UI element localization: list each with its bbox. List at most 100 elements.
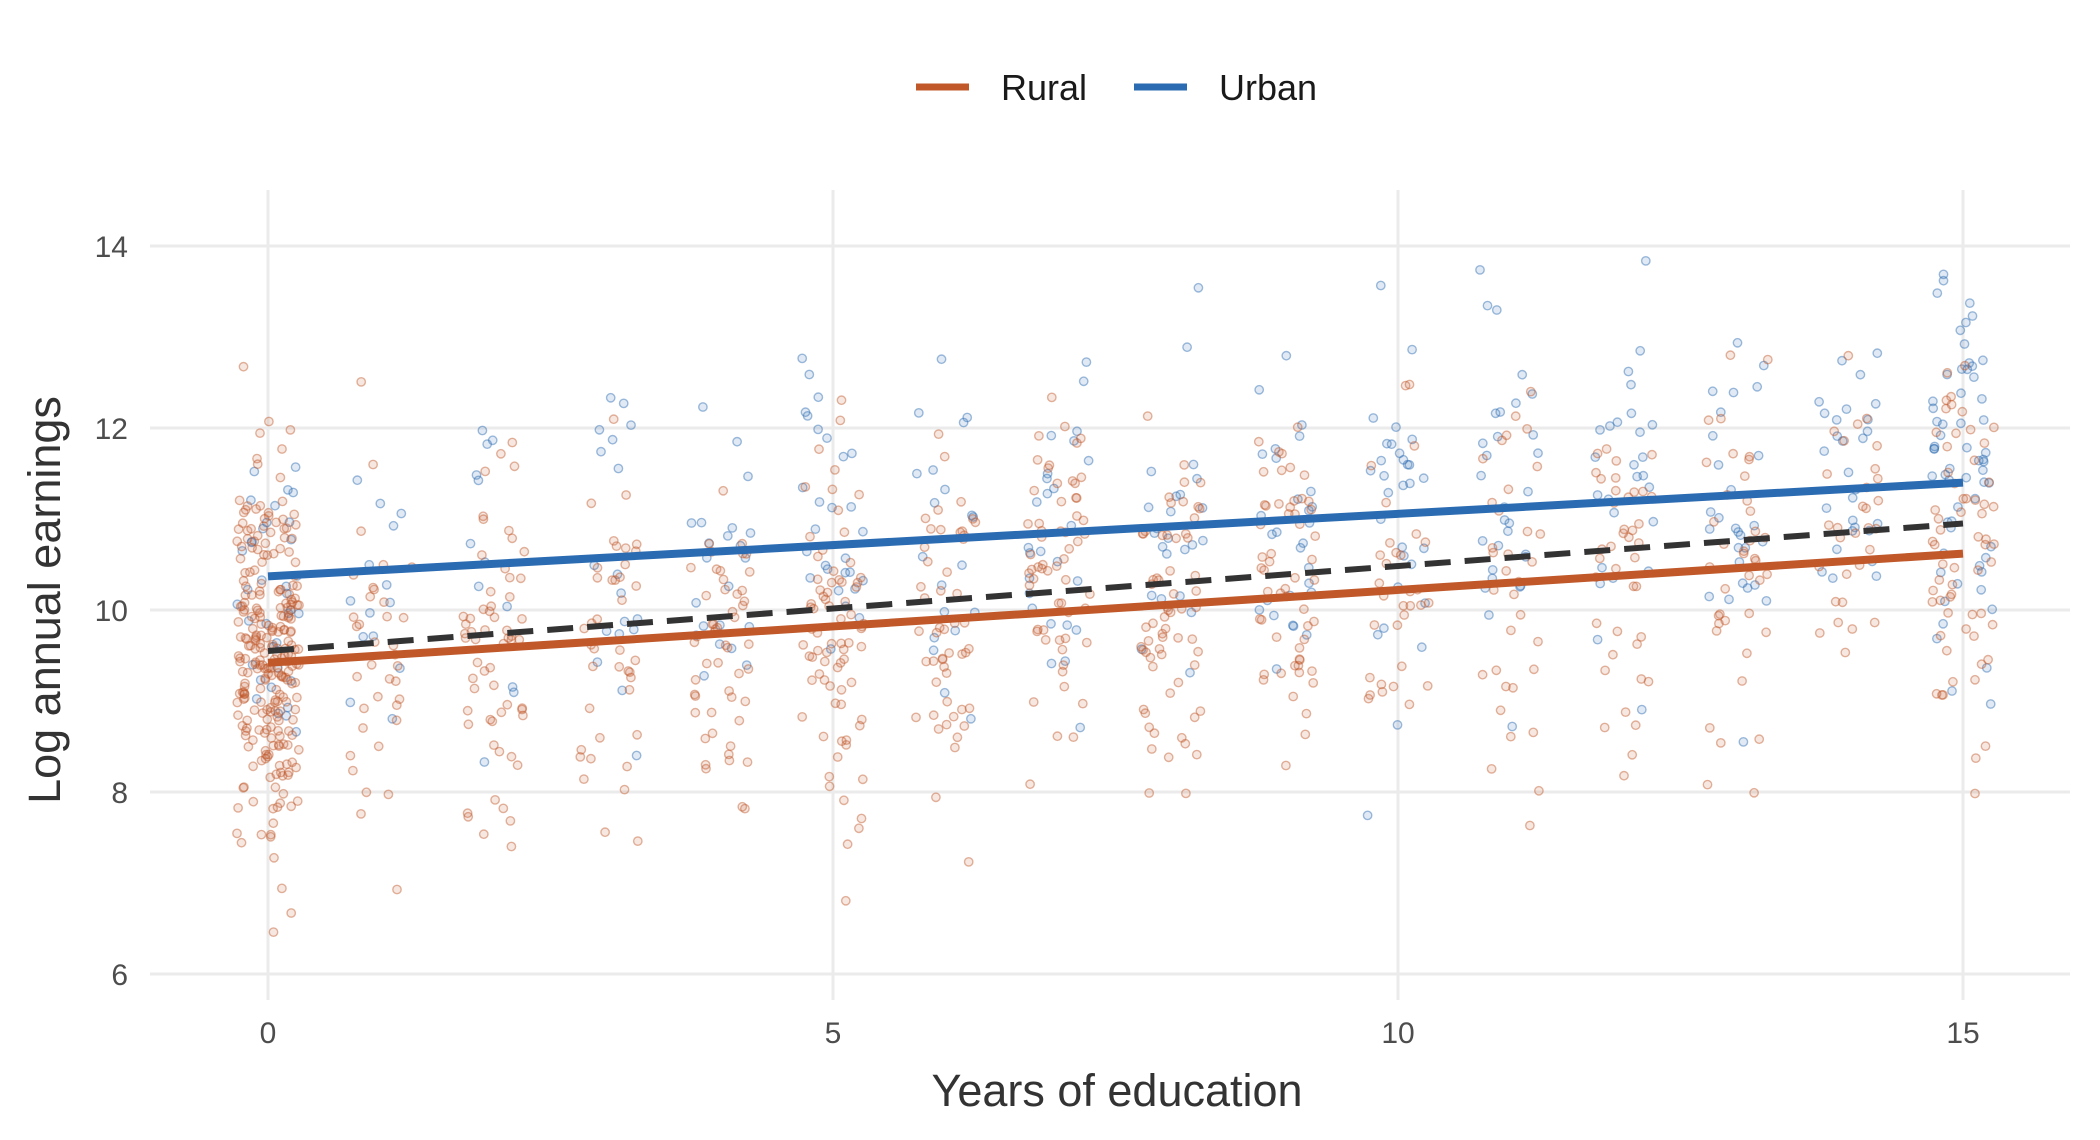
- point-urban: [1407, 434, 1418, 445]
- point-rural: [933, 429, 944, 439]
- point-urban: [286, 676, 296, 686]
- point-urban: [1304, 578, 1314, 589]
- point-rural: [247, 623, 258, 634]
- point-rural: [1054, 635, 1065, 645]
- point-urban: [1375, 280, 1386, 291]
- y-tick-label: 8: [111, 777, 128, 810]
- point-rural: [465, 613, 476, 624]
- point-rural: [1391, 547, 1402, 558]
- point-rural: [632, 836, 643, 846]
- point-rural: [487, 716, 498, 727]
- point-urban: [1592, 490, 1603, 500]
- point-rural: [1057, 666, 1068, 677]
- point-urban: [1071, 625, 1082, 635]
- point-rural: [248, 796, 259, 807]
- point-rural: [1138, 645, 1149, 655]
- point-rural: [1070, 478, 1081, 489]
- point-rural: [690, 707, 701, 718]
- point-urban: [1987, 604, 1998, 615]
- point-rural: [836, 395, 847, 406]
- point-urban: [1821, 503, 1832, 513]
- point-urban: [1270, 443, 1281, 454]
- point-urban: [631, 750, 642, 761]
- point-rural: [1970, 495, 1981, 505]
- point-urban: [1626, 408, 1637, 419]
- point-urban: [285, 605, 296, 615]
- point-rural: [1611, 455, 1622, 466]
- point-urban: [1297, 420, 1307, 430]
- point-urban: [1937, 419, 1948, 430]
- point-rural: [278, 514, 288, 525]
- point-urban: [1947, 686, 1957, 696]
- point-urban: [1636, 704, 1647, 715]
- point-rural: [489, 612, 500, 623]
- point-rural: [232, 828, 242, 839]
- point-rural: [807, 675, 817, 686]
- point-rural: [486, 601, 497, 612]
- point-rural: [287, 757, 298, 768]
- point-rural: [254, 586, 265, 596]
- trend-line-rural: [267, 549, 1964, 667]
- point-rural: [1159, 612, 1170, 622]
- point-rural: [854, 720, 865, 731]
- point-urban: [1638, 470, 1649, 481]
- point-rural: [270, 695, 281, 705]
- point-urban: [375, 498, 386, 509]
- point-urban: [617, 685, 628, 696]
- point-rural: [620, 559, 631, 570]
- point-rural: [942, 696, 953, 707]
- point-rural: [292, 796, 303, 806]
- point-urban: [805, 573, 816, 583]
- point-urban: [1962, 364, 1973, 375]
- point-rural: [713, 657, 723, 668]
- point-rural: [1522, 423, 1533, 434]
- point-rural: [921, 656, 932, 667]
- point-urban: [1185, 667, 1195, 678]
- point-rural: [1941, 645, 1952, 656]
- point-rural: [1833, 617, 1844, 628]
- point-urban: [1163, 533, 1174, 544]
- point-rural: [1254, 614, 1265, 624]
- point-rural: [1600, 665, 1611, 676]
- point-rural: [505, 816, 516, 826]
- point-rural: [726, 692, 737, 702]
- point-rural: [390, 676, 401, 687]
- point-rural: [1843, 350, 1854, 361]
- point-rural: [970, 517, 981, 528]
- point-urban: [1271, 453, 1282, 464]
- x-tick-label: 10: [1381, 1017, 1414, 1050]
- point-rural: [1720, 583, 1731, 594]
- point-rural: [944, 648, 954, 658]
- point-rural: [1046, 392, 1057, 403]
- point-rural: [846, 609, 856, 620]
- point-rural: [1189, 712, 1200, 723]
- point-rural: [1627, 749, 1638, 760]
- point-urban: [1728, 387, 1739, 398]
- point-rural: [275, 621, 286, 632]
- point-rural: [359, 703, 369, 714]
- point-rural: [1840, 647, 1851, 658]
- point-urban: [1035, 546, 1046, 557]
- point-urban: [282, 702, 293, 713]
- point-rural: [1608, 649, 1618, 660]
- point-rural: [1285, 462, 1296, 473]
- point-urban: [465, 538, 476, 549]
- point-rural: [504, 592, 515, 602]
- point-urban: [1042, 488, 1053, 499]
- point-rural: [1034, 518, 1045, 529]
- point-rural: [933, 724, 944, 734]
- point-urban: [1976, 584, 1987, 595]
- point-rural: [1822, 469, 1833, 479]
- point-urban: [626, 420, 636, 430]
- point-rural: [690, 691, 701, 701]
- point-rural: [1076, 472, 1087, 483]
- point-rural: [282, 675, 293, 685]
- point-rural: [394, 694, 405, 705]
- point-urban: [245, 495, 256, 506]
- point-rural: [1933, 513, 1944, 524]
- point-rural: [1043, 463, 1054, 473]
- point-rural: [614, 661, 625, 672]
- point-rural: [939, 451, 950, 462]
- point-rural: [1258, 466, 1269, 477]
- point-rural: [1744, 454, 1754, 465]
